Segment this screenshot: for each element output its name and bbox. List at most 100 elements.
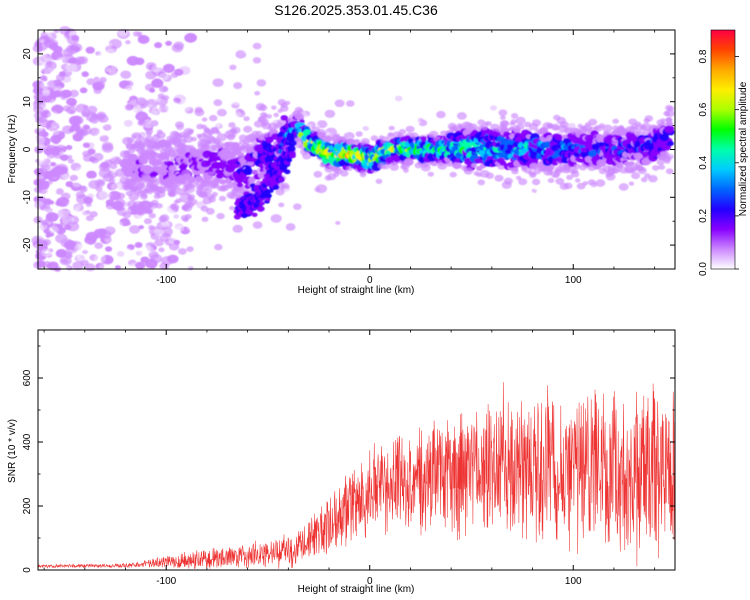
- heatmap-blob: [299, 169, 310, 178]
- heatmap-blob: [67, 206, 79, 215]
- heatmap-blob: [251, 212, 258, 217]
- heatmap-blob: [75, 204, 82, 209]
- heatmap-blob: [62, 173, 70, 180]
- heatmap-blob: [573, 163, 581, 170]
- heatmap-blob: [205, 207, 215, 215]
- heatmap-blob: [275, 188, 285, 196]
- heatmap-blob: [71, 35, 80, 41]
- heatmap-xtick-label: 0: [367, 275, 373, 286]
- heatmap-blob: [162, 63, 175, 73]
- heatmap-blob: [566, 107, 576, 115]
- heatmap-blob: [180, 31, 187, 36]
- heatmap-blob: [278, 202, 285, 208]
- heatmap-blob: [305, 114, 311, 120]
- heatmap-blob: [456, 112, 467, 120]
- heatmap-xtick-label: 100: [565, 275, 582, 286]
- heatmap-blob: [123, 111, 134, 119]
- heatmap-blob: [183, 135, 194, 143]
- heatmap-blob: [244, 217, 253, 224]
- heatmap-blob: [272, 184, 280, 190]
- heatmap-blob: [257, 148, 265, 154]
- heatmap-blob: [218, 114, 230, 123]
- heatmap-blob: [664, 109, 675, 118]
- heatmap-blob: [552, 125, 560, 131]
- heatmap-blob: [213, 99, 223, 107]
- heatmap-blob: [123, 119, 133, 127]
- heatmap-blob: [66, 201, 74, 208]
- heatmap-blob: [228, 91, 236, 98]
- snr-series-line: [37, 382, 676, 570]
- heatmap-blob: [107, 219, 116, 226]
- heatmap-blob: [93, 76, 100, 82]
- heatmap-blob: [181, 143, 188, 149]
- heatmap-blob: [67, 158, 75, 164]
- heatmap-blob: [46, 144, 58, 153]
- heatmap-blob: [244, 97, 253, 105]
- heatmap-blob: [663, 155, 672, 162]
- heatmap-blob: [394, 95, 403, 102]
- heatmap-blob: [161, 256, 174, 266]
- heatmap-blob: [162, 221, 170, 228]
- heatmap-blob: [659, 133, 670, 142]
- heatmap-ytick-label: -20: [22, 237, 33, 252]
- heatmap-blob: [66, 106, 77, 115]
- heatmap-blob: [225, 84, 231, 89]
- heatmap-blob: [658, 164, 666, 170]
- heatmap-blob: [547, 178, 555, 183]
- heatmap-blob: [632, 108, 643, 117]
- heatmap-blob: [277, 99, 287, 106]
- heatmap-blob: [126, 137, 135, 144]
- heatmap-blob: [531, 178, 541, 186]
- heatmap-blob: [628, 181, 635, 186]
- heatmap-blob: [315, 184, 328, 194]
- heatmap-blob: [595, 179, 606, 187]
- heatmap-blob: [41, 94, 52, 103]
- heatmap-blob: [474, 158, 482, 164]
- snr-xtick-label: 0: [367, 576, 373, 587]
- heatmap-spectral-blobs: [31, 26, 679, 273]
- heatmap-blob: [324, 109, 336, 118]
- heatmap-blob: [98, 263, 110, 272]
- heatmap-blob: [510, 113, 519, 119]
- heatmap-blob: [38, 53, 51, 64]
- heatmap-blob: [56, 209, 69, 219]
- heatmap-blob: [151, 48, 161, 56]
- heatmap-blob: [58, 71, 65, 76]
- heatmap-blob: [437, 162, 448, 170]
- heatmap-blob: [186, 246, 194, 252]
- heatmap-blob: [83, 104, 89, 109]
- heatmap-blob: [506, 143, 514, 149]
- heatmap-blob: [529, 162, 539, 170]
- heatmap-blob: [178, 66, 191, 75]
- heatmap-blob: [340, 126, 350, 134]
- heatmap-blob: [114, 258, 123, 265]
- heatmap-blob: [194, 106, 203, 114]
- heatmap-blob: [87, 148, 96, 155]
- heatmap-blob: [333, 172, 340, 178]
- heatmap-blob: [66, 155, 73, 160]
- heatmap-blob: [233, 82, 243, 90]
- heatmap-blob: [54, 157, 62, 164]
- heatmap-blob: [129, 225, 141, 234]
- snr-xlabel: Height of straight line (km): [298, 584, 415, 595]
- heatmap-blob: [568, 122, 576, 129]
- heatmap-blob: [648, 175, 658, 183]
- heatmap-blob: [41, 248, 52, 257]
- heatmap-blob: [138, 34, 144, 40]
- heatmap-blob: [297, 108, 304, 114]
- heatmap-blob: [119, 226, 129, 234]
- heatmap-blob: [452, 161, 462, 170]
- heatmap-blob: [485, 172, 495, 179]
- heatmap-blob: [39, 81, 49, 90]
- heatmap-blob: [324, 175, 332, 181]
- heatmap-blob: [512, 166, 519, 172]
- heatmap-blob: [155, 142, 162, 148]
- heatmap-blob: [304, 126, 310, 131]
- heatmap-blob: [111, 200, 124, 211]
- heatmap-blob: [436, 110, 446, 119]
- heatmap-blob: [214, 243, 223, 251]
- heatmap-blob: [644, 115, 654, 122]
- heatmap-blob: [306, 158, 313, 163]
- heatmap-blob: [56, 56, 67, 65]
